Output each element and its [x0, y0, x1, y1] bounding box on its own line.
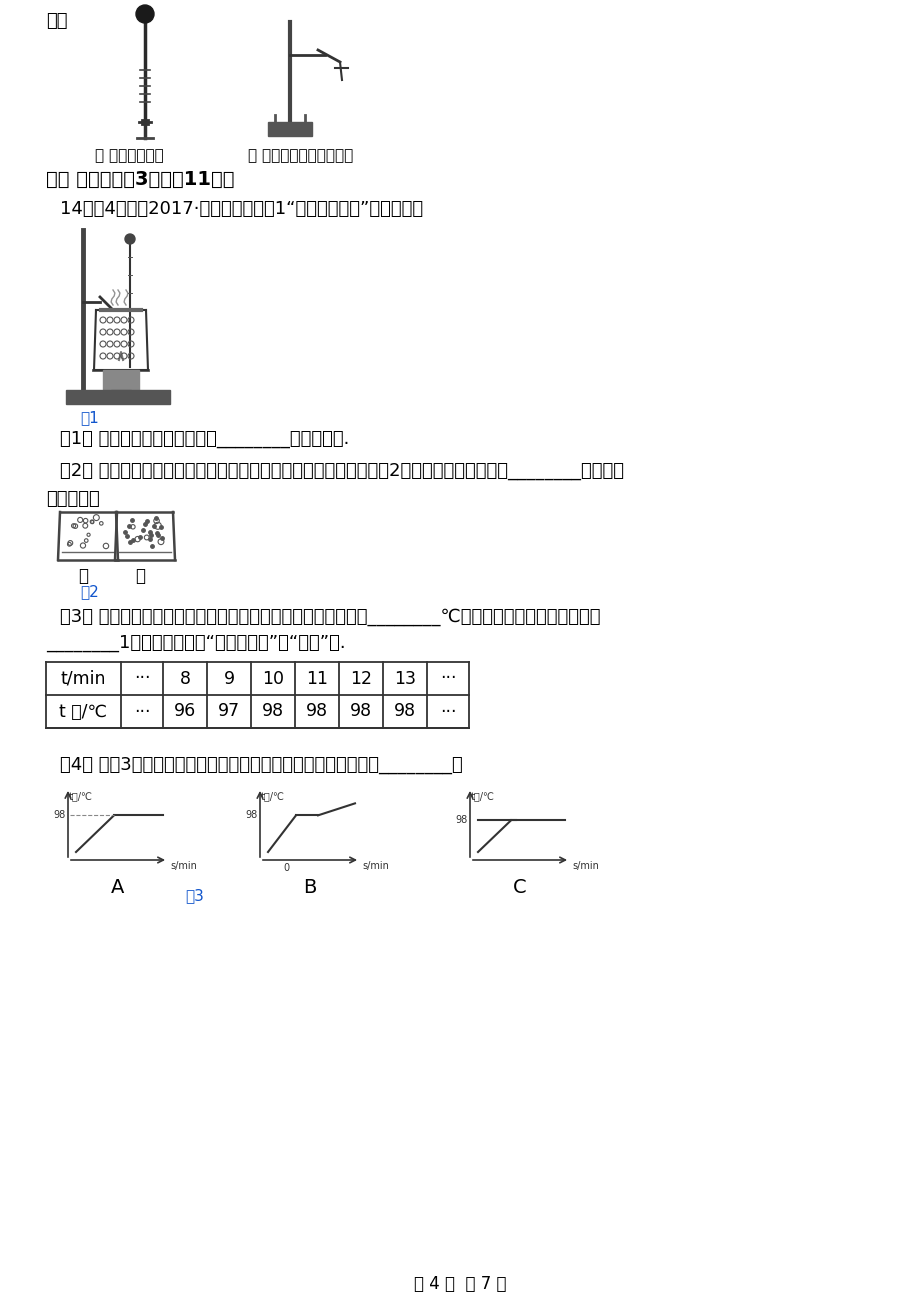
Bar: [111, 391, 130, 395]
Text: ···: ···: [133, 669, 150, 687]
Bar: [103, 370, 139, 391]
Text: t温/℃: t温/℃: [261, 792, 285, 801]
Text: 时的情况．: 时的情况．: [46, 490, 99, 508]
Text: s/min: s/min: [361, 861, 389, 871]
Text: 98: 98: [245, 810, 257, 820]
Text: 97: 97: [218, 703, 240, 720]
Text: t 温/℃: t 温/℃: [60, 703, 108, 720]
Text: 第 4 页  八 7 页: 第 4 页 八 7 页: [414, 1275, 505, 1293]
Text: 98: 98: [349, 703, 371, 720]
Text: （1） 请指出实验中错误之处：________（写一个）.: （1） 请指出实验中错误之处：________（写一个）.: [60, 430, 349, 448]
Text: 乙: 乙: [135, 566, 145, 585]
Text: t/min: t/min: [61, 669, 106, 687]
Text: （4） 如图3所示，是三位同学作出水的永腾图象，其中正确的是________．: （4） 如图3所示，是三位同学作出水的永腾图象，其中正确的是________．: [60, 756, 462, 773]
Text: 9: 9: [223, 669, 234, 687]
Text: A: A: [111, 878, 125, 897]
Text: 三、 实验题（八3题；八11分）: 三、 实验题（八3题；八11分）: [46, 171, 234, 189]
Text: 13: 13: [393, 669, 415, 687]
Text: ···: ···: [439, 669, 456, 687]
Text: 0: 0: [283, 863, 289, 874]
Text: C: C: [513, 878, 527, 897]
Text: （2） 实验过程中主要观察水永腾时的现象和水永腾时的温度．如图2（甲）（乙）所示，图________是水永腾: （2） 实验过程中主要观察水永腾时的现象和水永腾时的温度．如图2（甲）（乙）所示…: [60, 462, 623, 480]
Text: 96: 96: [174, 703, 196, 720]
Text: 甲 迅速下拉活塞: 甲 迅速下拉活塞: [95, 148, 164, 163]
Text: 98: 98: [393, 703, 415, 720]
Text: 变．: 变．: [46, 12, 67, 30]
Text: s/min: s/min: [572, 861, 598, 871]
Text: ···: ···: [133, 703, 150, 720]
Text: （3） 表是本实验过程中不同时刻温度记录，则该地水的永点为________℃，可能的原因是当地的大气压: （3） 表是本实验过程中不同时刻温度记录，则该地水的永点为________℃，可…: [60, 608, 600, 626]
Text: 98: 98: [53, 810, 66, 820]
Text: t温/℃: t温/℃: [69, 792, 93, 801]
Text: B: B: [303, 878, 316, 897]
Text: 乙 加热让试管里的水永腾: 乙 加热让试管里的水永腾: [248, 148, 353, 163]
Text: t温/℃: t温/℃: [471, 792, 494, 801]
Text: 11: 11: [306, 669, 328, 687]
Bar: [267, 122, 312, 135]
Bar: [66, 391, 170, 404]
Text: ···: ···: [439, 703, 456, 720]
Circle shape: [125, 234, 135, 243]
Text: 图1: 图1: [80, 410, 98, 424]
Text: ________1标准大气压（填“大于、等于”或“小于”）.: ________1标准大气压（填“大于、等于”或“小于”）.: [46, 634, 346, 652]
Text: 98: 98: [306, 703, 328, 720]
Text: 14．（4分）（2017·江都模拟）在图1“观察水的永腾”的实验中：: 14．（4分）（2017·江都模拟）在图1“观察水的永腾”的实验中：: [60, 201, 423, 217]
Text: 图3: 图3: [185, 888, 204, 904]
Text: 图2: 图2: [80, 585, 98, 599]
Circle shape: [136, 5, 153, 23]
Text: 98: 98: [455, 815, 468, 825]
Text: 10: 10: [262, 669, 284, 687]
Text: 12: 12: [349, 669, 371, 687]
Text: 8: 8: [179, 669, 190, 687]
Text: s/min: s/min: [170, 861, 197, 871]
Text: 98: 98: [262, 703, 284, 720]
Text: 甲: 甲: [78, 566, 88, 585]
